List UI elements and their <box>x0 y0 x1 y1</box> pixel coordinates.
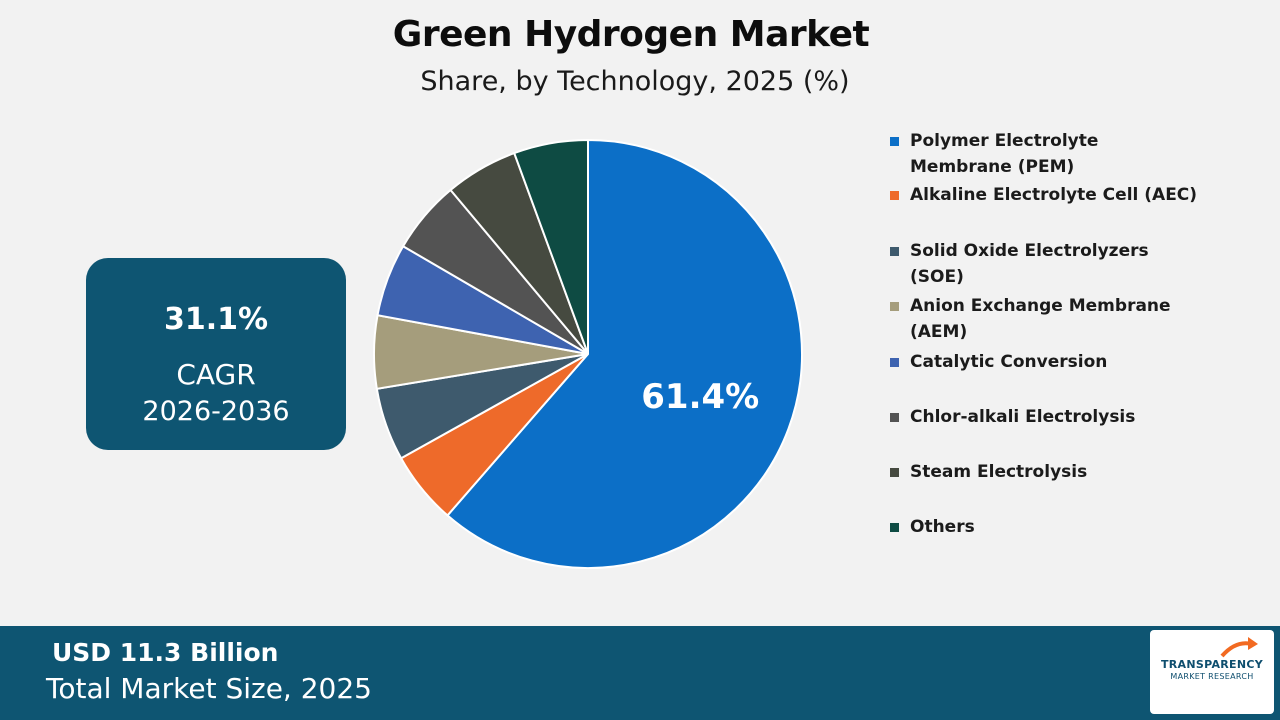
legend-label: Catalytic Conversion <box>910 352 1108 372</box>
pie-slice-0-label: 61.4% <box>641 377 759 417</box>
cagr-label: CAGR <box>176 358 256 391</box>
legend-swatch <box>890 191 899 200</box>
company-logo: TRANSPARENCY MARKET RESEARCH <box>1150 630 1274 714</box>
legend-label: Membrane (PEM) <box>910 157 1075 177</box>
chart-title: Green Hydrogen Market <box>392 14 870 55</box>
pie-slice-0 <box>446 138 803 569</box>
legend-swatch <box>890 358 899 367</box>
legend-label: (AEM) <box>910 322 968 342</box>
market-size-label: Total Market Size, 2025 <box>46 672 372 705</box>
market-size-value: USD 11.3 Billion <box>52 638 279 667</box>
legend-label: Polymer Electrolyte <box>910 131 1099 151</box>
logo-text-primary: TRANSPARENCY <box>1160 658 1263 671</box>
legend-label: Solid Oxide Electrolyzers <box>910 241 1149 261</box>
legend-swatch <box>890 247 899 256</box>
legend-label: Steam Electrolysis <box>910 462 1088 482</box>
cagr-value: 31.1% <box>163 302 269 337</box>
legend-label: Anion Exchange Membrane <box>910 296 1171 316</box>
legend-label: Alkaline Electrolyte Cell (AEC) <box>910 185 1198 205</box>
legend-swatch <box>890 523 899 532</box>
legend-label: (SOE) <box>910 267 964 287</box>
legend-swatch <box>890 137 899 146</box>
legend-swatch <box>890 468 899 477</box>
cagr-period: 2026-2036 <box>142 396 290 427</box>
legend-label: Others <box>910 517 975 537</box>
pie-chart: 61.4% <box>373 138 803 569</box>
logo-arrow-icon <box>1220 637 1258 658</box>
cagr-box: 31.1% CAGR 2026-2036 <box>86 258 346 450</box>
pie-slice-7 <box>512 138 589 355</box>
footer-banner: USD 11.3 Billion Total Market Size, 2025 <box>0 626 1280 720</box>
legend-swatch <box>890 413 899 422</box>
legend-swatch <box>890 302 899 311</box>
chart-subtitle: Share, by Technology, 2025 (%) <box>420 66 850 97</box>
legend-label: Chlor-alkali Electrolysis <box>910 407 1136 427</box>
logo-text-secondary: MARKET RESEARCH <box>1170 672 1254 681</box>
